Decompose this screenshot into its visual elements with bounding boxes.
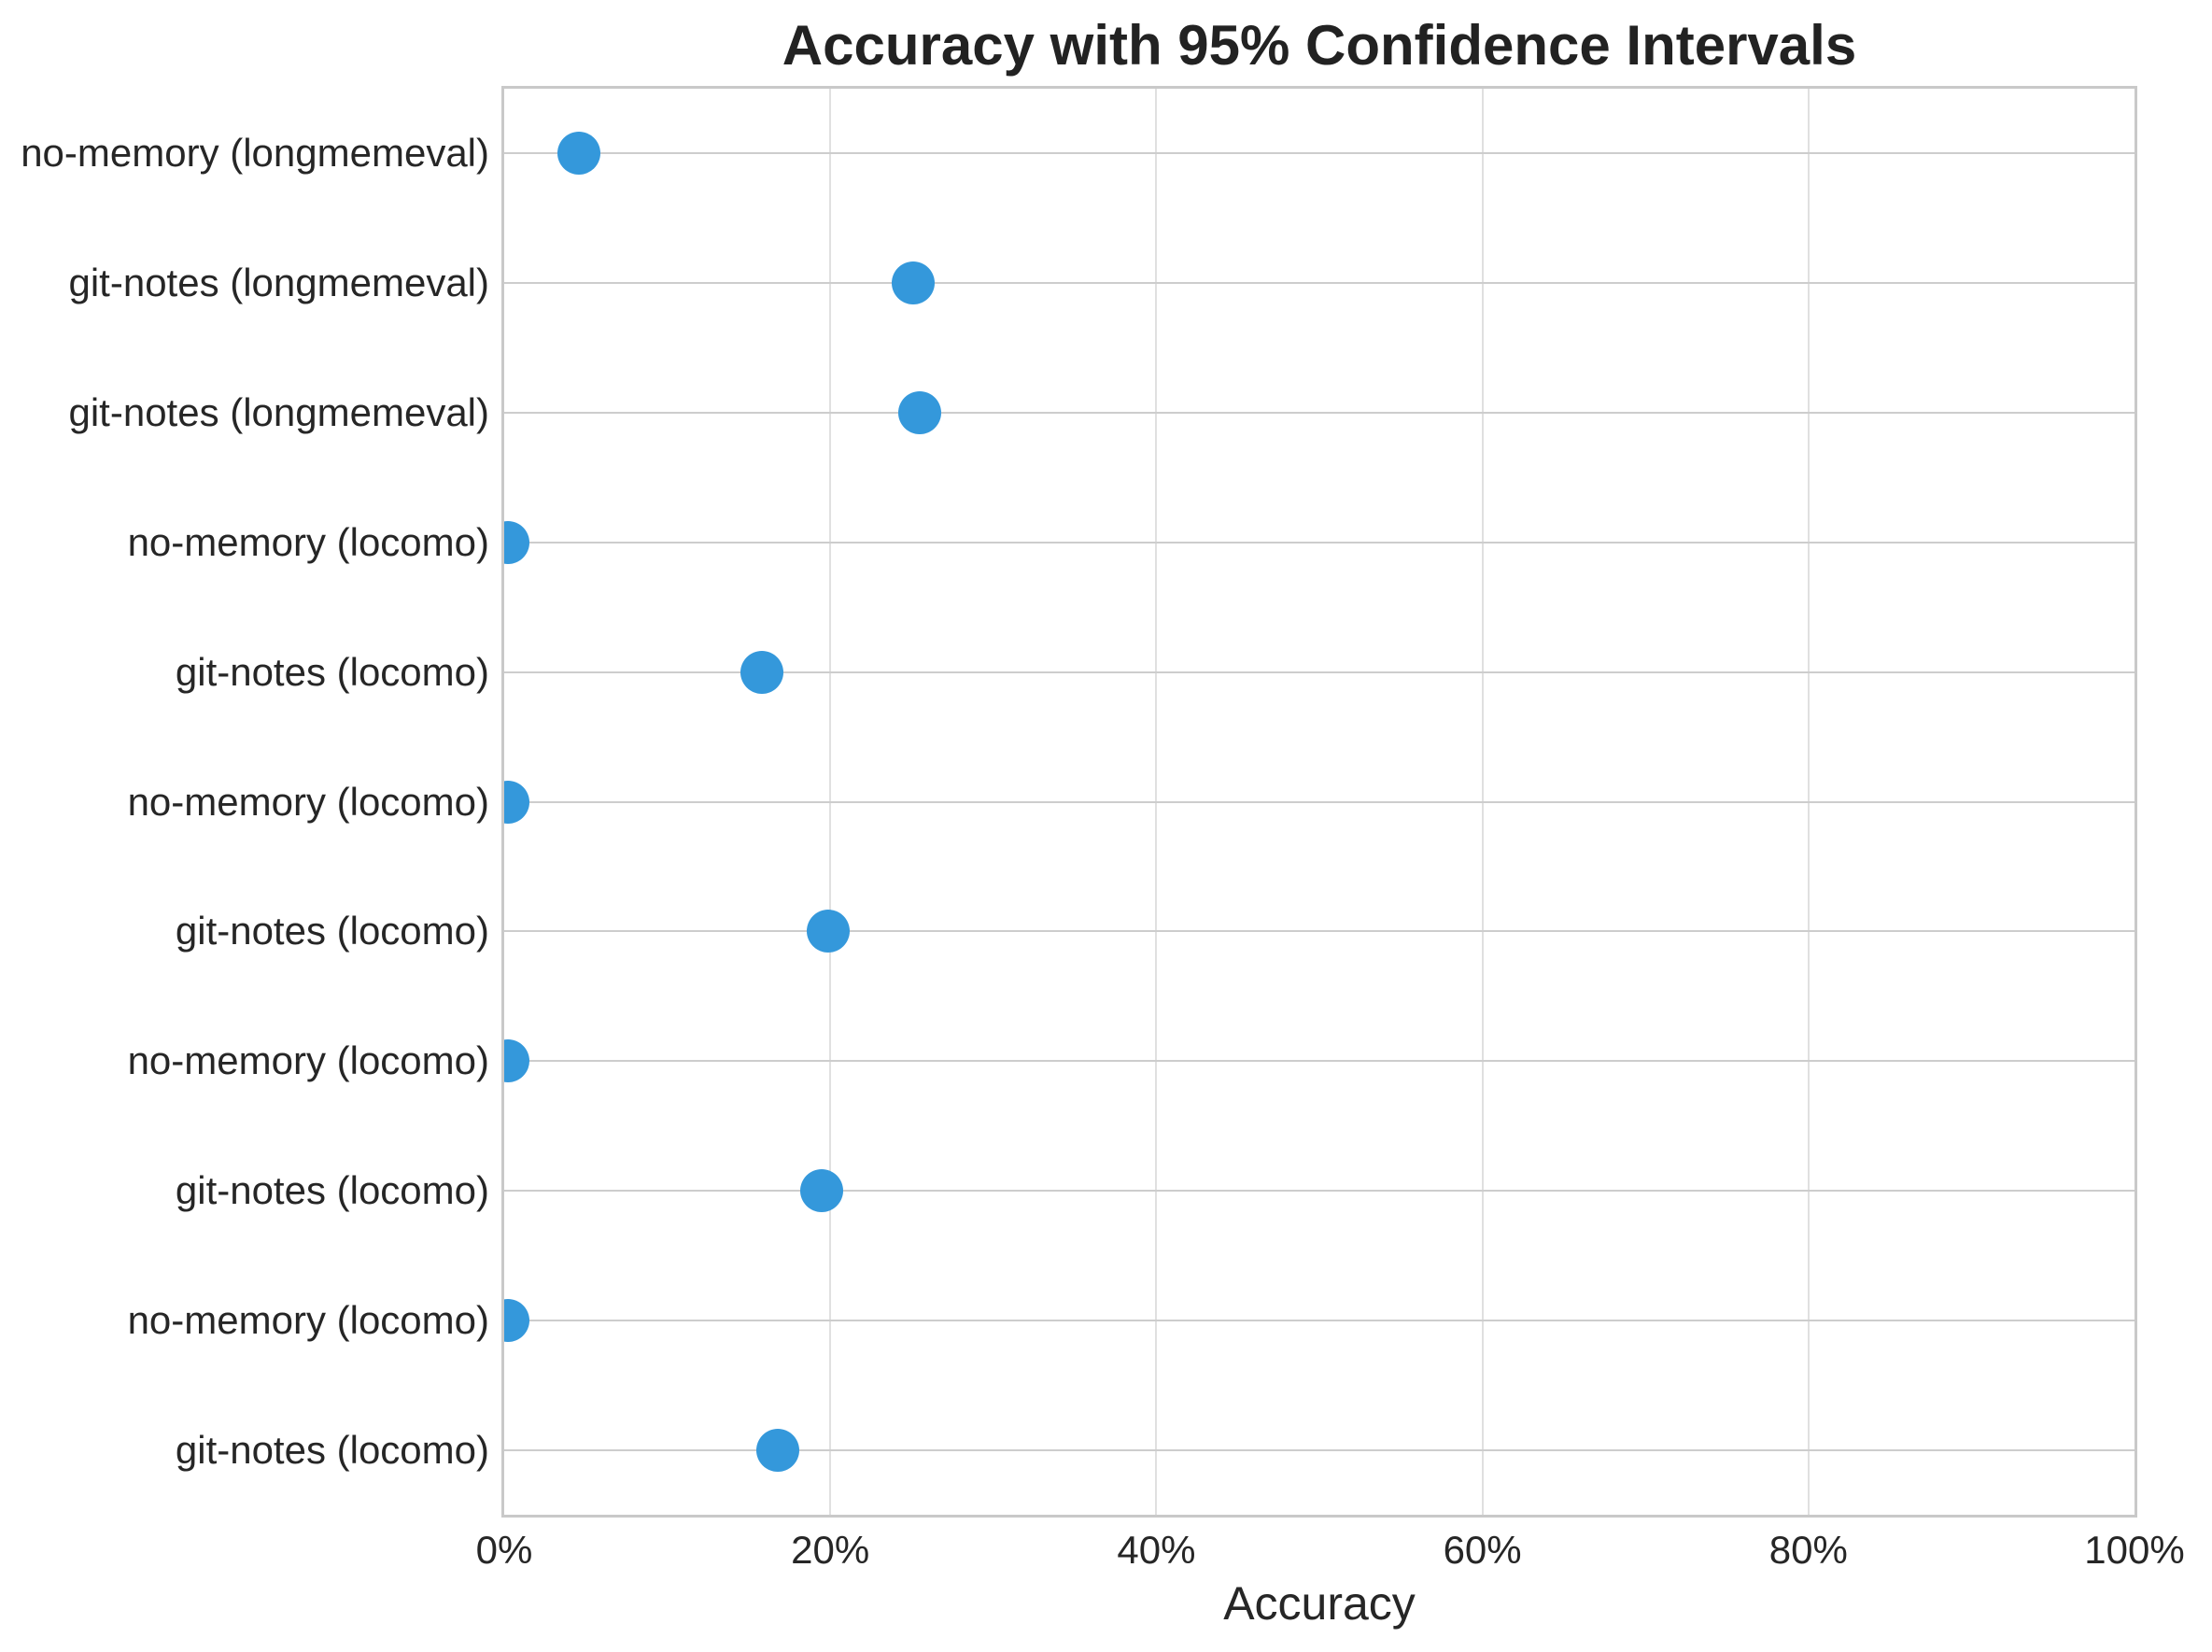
h-gridline — [504, 152, 2135, 155]
y-tick-label: no-memory (locomo) — [127, 519, 489, 564]
h-gridline — [504, 930, 2135, 933]
data-point — [504, 1298, 529, 1342]
data-point — [892, 261, 936, 305]
x-tick-label: 100% — [2084, 1528, 2185, 1572]
y-tick-label: git-notes (locomo) — [175, 1167, 489, 1212]
y-tick-label: no-memory (locomo) — [127, 779, 489, 824]
x-tick-label: 20% — [791, 1528, 870, 1572]
x-tick-label: 40% — [1117, 1528, 1196, 1572]
data-point — [898, 391, 942, 435]
chart-title: Accuracy with 95% Confidence Intervals — [782, 14, 1857, 77]
data-point — [807, 910, 851, 953]
x-tick-label: 60% — [1443, 1528, 1522, 1572]
data-point — [504, 780, 529, 824]
h-gridline — [504, 282, 2135, 285]
h-gridline — [504, 800, 2135, 803]
y-tick-label: git-notes (longmemeval) — [68, 261, 489, 305]
h-gridline — [504, 671, 2135, 673]
data-point — [756, 1428, 800, 1472]
y-tick-label: git-notes (longmemeval) — [68, 390, 489, 435]
data-point — [800, 1168, 844, 1212]
data-point — [504, 520, 529, 564]
h-gridline — [504, 1319, 2135, 1321]
data-point — [740, 650, 783, 694]
plot-area — [501, 86, 2137, 1518]
y-tick-label: no-memory (locomo) — [127, 1038, 489, 1083]
h-gridline — [504, 412, 2135, 415]
h-gridline — [504, 1060, 2135, 1063]
y-tick-label: git-notes (locomo) — [175, 909, 489, 953]
data-point — [504, 1039, 529, 1083]
y-tick-label: no-memory (longmemeval) — [21, 131, 489, 176]
data-point — [557, 132, 601, 176]
x-tick-label: 80% — [1768, 1528, 1848, 1572]
h-gridline — [504, 1448, 2135, 1451]
h-gridline — [504, 1189, 2135, 1192]
x-tick-label: 0% — [475, 1528, 533, 1572]
y-tick-label: git-notes (locomo) — [175, 1427, 489, 1472]
y-tick-label: git-notes (locomo) — [175, 649, 489, 694]
h-gridline — [504, 541, 2135, 544]
y-tick-label: no-memory (locomo) — [127, 1297, 489, 1342]
x-axis-title: Accuracy — [1223, 1577, 1416, 1630]
